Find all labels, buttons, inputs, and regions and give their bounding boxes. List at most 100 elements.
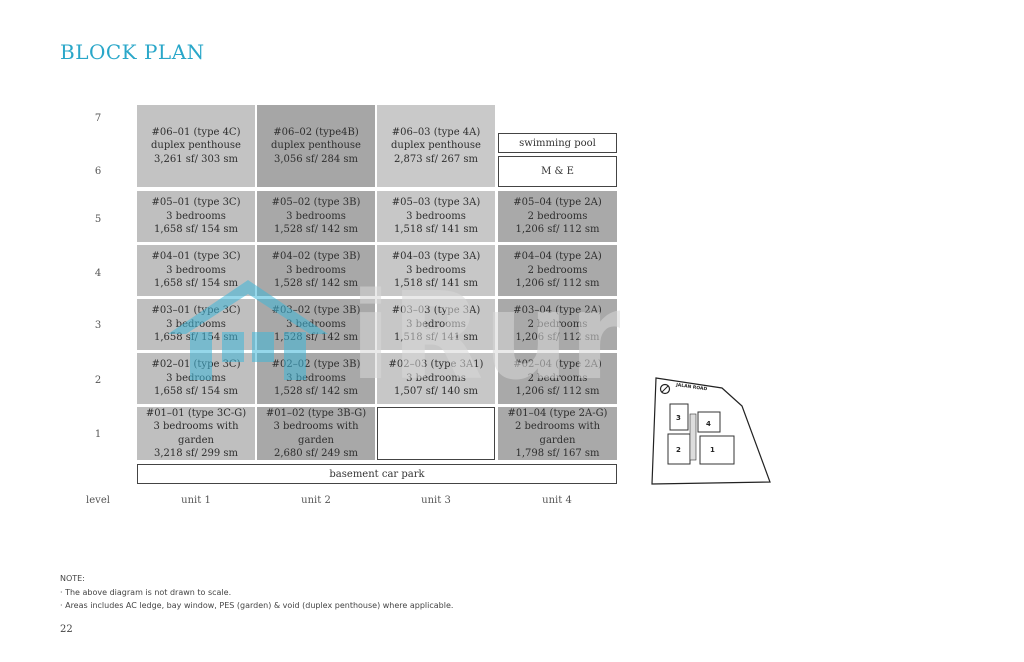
unit-label-2: unit 2 xyxy=(301,495,331,506)
unit-title: #05–01 (type 3C) xyxy=(151,197,241,209)
swimming-pool-box: swimming pool xyxy=(498,133,617,153)
unit-area: 1,206 sf/ 112 sm xyxy=(515,386,600,398)
unit-title: #01–02 (type 3B-G) xyxy=(265,407,367,419)
page-number: 22 xyxy=(60,624,73,635)
level-number-4: 4 xyxy=(94,268,102,279)
unit-02-04: #02–04 (type 2A) 2 bedrooms 1,206 sf/ 11… xyxy=(498,353,617,404)
unit-title: #04–01 (type 3C) xyxy=(151,251,241,263)
unit-title: #01–04 (type 2A-G) xyxy=(507,407,608,419)
block-2-label: 2 xyxy=(676,446,681,454)
unit-description: 2 bedrooms xyxy=(527,372,588,384)
block-1-label: 1 xyxy=(710,446,715,454)
unit-04-02: #04–02 (type 3B) 3 bedrooms 1,528 sf/ 14… xyxy=(257,245,375,296)
unit-area: 1,507 sf/ 140 sm xyxy=(393,386,479,398)
unit-title: #05–03 (type 3A) xyxy=(391,197,481,209)
unit-area: 1,528 sf/ 142 sm xyxy=(273,332,359,344)
unit-02-01: #02–01 (type 3C) 3 bedrooms 1,658 sf/ 15… xyxy=(137,353,255,404)
unit-title: #02–03 (type 3A1) xyxy=(388,359,484,371)
unit-area: 1,798 sf/ 167 sm xyxy=(515,448,600,459)
unit-area: 1,206 sf/ 112 sm xyxy=(515,332,600,344)
unit-description: 3 bedrooms xyxy=(406,210,466,222)
unit-description: 2 bedrooms with garden xyxy=(514,421,601,446)
note-item-1: · The above diagram is not drawn to scal… xyxy=(60,588,232,597)
unit-01-04: #01–04 (type 2A-G) 2 bedrooms with garde… xyxy=(498,407,617,460)
unit-description: 3 bedrooms xyxy=(286,210,346,222)
unit-description: 2 bedrooms xyxy=(527,318,588,330)
unit-area: 1,658 sf/ 154 sm xyxy=(153,332,239,344)
level-axis-label: level xyxy=(86,495,110,506)
block-4-label: 4 xyxy=(706,420,711,428)
unit-description: 3 bedrooms xyxy=(406,372,466,384)
unit-area: 1,658 sf/ 154 sm xyxy=(153,386,239,398)
unit-area: 1,518 sf/ 141 sm xyxy=(393,332,479,344)
unit-01-02: #01–02 (type 3B-G) 3 bedrooms with garde… xyxy=(257,407,375,460)
m-and-e-box: M & E xyxy=(498,156,617,187)
unit-area: 3,261 sf/ 303 sm xyxy=(153,153,239,165)
unit-title: #06–01 (type 4C) xyxy=(151,126,241,138)
unit-title: #05–02 (type 3B) xyxy=(271,197,361,209)
unit-description: 3 bedrooms xyxy=(166,372,226,384)
unit-area: 1,658 sf/ 154 sm xyxy=(153,278,239,290)
unit-title: #06–02 (type4B) xyxy=(273,126,359,138)
road-label: JALAN ROAD xyxy=(675,382,708,392)
unit-area: 1,518 sf/ 141 sm xyxy=(393,224,479,236)
site-plan-key: JALAN ROAD 3 4 2 1 xyxy=(646,372,774,492)
unit-06-02: #06–02 (type4B) duplex penthouse 3,056 s… xyxy=(257,105,375,187)
unit-description: 2 bedrooms xyxy=(527,264,588,276)
unit-05-03: #05–03 (type 3A) 3 bedrooms 1,518 sf/ 14… xyxy=(377,191,495,242)
page-title: BLOCK PLAN xyxy=(60,40,205,64)
unit-description: 2 bedrooms xyxy=(527,210,588,222)
unit-05-01: #05–01 (type 3C) 3 bedrooms 1,658 sf/ 15… xyxy=(137,191,255,242)
unit-06-03: #06–03 (type 4A) duplex penthouse 2,873 … xyxy=(377,105,495,187)
unit-description: 3 bedrooms xyxy=(406,318,466,330)
unit-description: 3 bedrooms xyxy=(286,318,346,330)
unit-description: duplex penthouse xyxy=(391,140,481,152)
note-text: The above diagram is not drawn to scale. xyxy=(65,588,232,597)
unit-area: 2,680 sf/ 249 sm xyxy=(273,448,359,459)
level-number-6: 6 xyxy=(94,166,102,177)
unit-title: #03–03 (type 3A) xyxy=(391,305,481,317)
unit-04-01: #04–01 (type 3C) 3 bedrooms 1,658 sf/ 15… xyxy=(137,245,255,296)
level-number-1: 1 xyxy=(94,429,102,440)
unit-description: 3 bedrooms xyxy=(166,264,226,276)
unit-03-04: #03–04 (type 2A) 2 bedrooms 1,206 sf/ 11… xyxy=(498,299,617,350)
unit-area: 2,873 sf/ 267 sm xyxy=(393,153,479,165)
unit-label-4: unit 4 xyxy=(542,495,572,506)
unit-area: 3,218 sf/ 299 sm xyxy=(153,448,239,459)
unit-area: 1,518 sf/ 141 sm xyxy=(393,278,479,290)
unit-title: #03–02 (type 3B) xyxy=(271,305,361,317)
unit-title: #02–04 (type 2A) xyxy=(513,359,602,371)
unit-description: 3 bedrooms xyxy=(286,372,346,384)
unit-area: 1,206 sf/ 112 sm xyxy=(515,278,600,290)
unit-02-02: #02–02 (type 3B) 3 bedrooms 1,528 sf/ 14… xyxy=(257,353,375,404)
unit-description: 3 bedrooms xyxy=(166,210,226,222)
unit-03-01: #03–01 (type 3C) 3 bedrooms 1,658 sf/ 15… xyxy=(137,299,255,350)
unit-title: #02–02 (type 3B) xyxy=(271,359,361,371)
unit-title: #01–01 (type 3C-G) xyxy=(145,407,247,419)
block-3-label: 3 xyxy=(676,414,681,422)
unit-06-01: #06–01 (type 4C) duplex penthouse 3,261 … xyxy=(137,105,255,187)
level-number-2: 2 xyxy=(94,375,102,386)
unit-description: 3 bedrooms with garden xyxy=(153,421,239,446)
unit-04-03: #04–03 (type 3A) 3 bedrooms 1,518 sf/ 14… xyxy=(377,245,495,296)
unit-03-03: #03–03 (type 3A) 3 bedrooms 1,518 sf/ 14… xyxy=(377,299,495,350)
basement-car-park: basement car park xyxy=(137,464,617,484)
unit-04-04: #04–04 (type 2A) 2 bedrooms 1,206 sf/ 11… xyxy=(498,245,617,296)
unit-area: 1,206 sf/ 112 sm xyxy=(515,224,600,236)
unit-area: 1,658 sf/ 154 sm xyxy=(153,224,239,236)
unit-title: #05–04 (type 2A) xyxy=(513,197,602,209)
empty-unit-01-03 xyxy=(377,407,495,460)
unit-area: 1,528 sf/ 142 sm xyxy=(273,386,359,398)
unit-description: 3 bedrooms xyxy=(406,264,466,276)
unit-title: #06–03 (type 4A) xyxy=(391,126,481,138)
unit-title: #03–01 (type 3C) xyxy=(151,305,241,317)
note-heading: NOTE: xyxy=(60,574,85,583)
level-number-7: 7 xyxy=(94,113,102,124)
unit-title: #04–04 (type 2A) xyxy=(513,251,602,263)
unit-label-1: unit 1 xyxy=(181,495,211,506)
unit-title: #04–03 (type 3A) xyxy=(391,251,481,263)
unit-title: #02–01 (type 3C) xyxy=(151,359,241,371)
unit-description: 3 bedrooms xyxy=(286,264,346,276)
unit-01-01: #01–01 (type 3C-G) 3 bedrooms with garde… xyxy=(137,407,255,460)
unit-area: 3,056 sf/ 284 sm xyxy=(273,153,359,165)
